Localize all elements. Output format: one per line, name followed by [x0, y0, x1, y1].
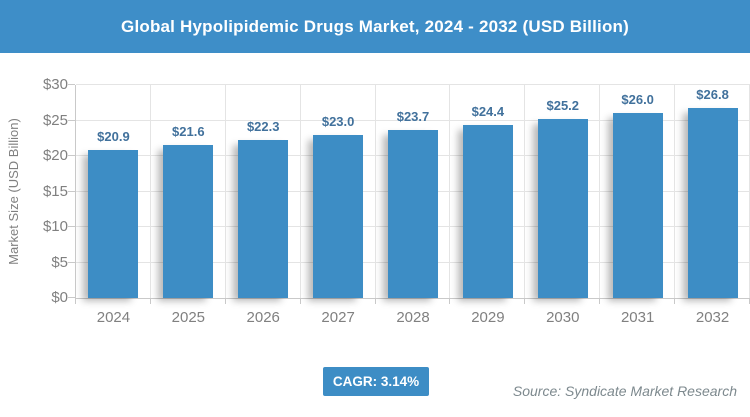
bar: [313, 135, 363, 298]
y-tick-mark: [68, 226, 75, 227]
y-tick-label: $20: [42, 147, 68, 164]
v-gridline: [599, 85, 600, 298]
bar-value-label: $26.8: [696, 87, 729, 102]
chart-title: Global Hypolipidemic Drugs Market, 2024 …: [121, 16, 629, 36]
x-tick-mark: [150, 299, 151, 304]
bar-value-label: $20.9: [97, 129, 130, 144]
x-tick-mark: [599, 299, 600, 304]
x-tick-mark: [674, 299, 675, 304]
x-category-label: 2029: [471, 309, 505, 326]
x-category-label: 2028: [396, 309, 430, 326]
x-tick-mark: [375, 299, 376, 304]
bar: [688, 108, 738, 298]
v-gridline: [524, 85, 525, 298]
plot-area: $0 $5 $10 $15 $20 $25 $30 $20.9 2024 $21.6 2025 $22…: [43, 77, 750, 326]
v-gridline: [449, 85, 450, 298]
x-tick-mark: [524, 299, 525, 304]
bar: [388, 130, 438, 298]
bar: [163, 145, 213, 298]
bar: [463, 125, 513, 298]
bar: [613, 113, 663, 298]
bar-value-label: $23.7: [396, 109, 430, 124]
y-tick-label: $25: [42, 111, 68, 129]
y-tick-label: $0: [51, 289, 68, 306]
bar: [88, 150, 138, 298]
source-attribution: Source: Syndicate Market Research: [512, 383, 737, 399]
bar-value-label: $24.4: [471, 104, 505, 119]
x-category-label: 2027: [321, 309, 355, 326]
x-tick-mark: [225, 299, 226, 304]
y-tick-mark: [68, 261, 75, 263]
x-tick-mark: [300, 299, 301, 304]
h-gridline: [76, 84, 750, 85]
bar: [238, 140, 288, 298]
y-tick-mark: [68, 155, 75, 156]
x-tick-mark: [449, 299, 450, 304]
title-banner: Global Hypolipidemic Drugs Market, 2024 …: [0, 0, 750, 53]
v-gridline: [225, 85, 226, 298]
bar-value-label: $26.0: [621, 92, 654, 107]
y-tick-label: $10: [42, 218, 68, 235]
y-tick-label: $5: [51, 253, 68, 271]
cagr-badge: CAGR: 3.14%: [323, 367, 429, 396]
x-category-label: 2024: [96, 309, 131, 326]
x-category-label: 2026: [246, 309, 280, 326]
x-category-label: 2025: [171, 309, 206, 326]
y-tick-label: $30: [42, 76, 68, 93]
chart-footer: CAGR: 3.14% Source: Syndicate Market Res…: [0, 353, 750, 417]
bar-value-label: $22.3: [246, 119, 280, 134]
y-tick-mark: [68, 297, 75, 298]
bar-value-label: $25.2: [546, 98, 580, 113]
bar-chart: Market Size (USD Billion) $0 $5 $10 $15 $20 $…: [0, 53, 750, 353]
y-tick-label: $15: [42, 182, 68, 200]
v-gridline: [674, 85, 675, 298]
x-category-label: 2031: [620, 309, 655, 326]
x-category-label: 2030: [546, 309, 580, 326]
bar-value-label: $23.0: [321, 114, 355, 129]
y-tick-mark: [68, 190, 75, 192]
v-gridline: [375, 85, 376, 298]
x-tick-mark: [75, 299, 76, 304]
h-gridline: [76, 119, 750, 121]
v-gridline: [300, 85, 301, 298]
y-tick-mark: [68, 119, 75, 121]
x-category-label: 2032: [695, 309, 730, 326]
bar-value-label: $21.6: [172, 124, 205, 139]
y-tick-mark: [68, 84, 75, 85]
bar: [538, 119, 588, 298]
v-gridline: [150, 85, 151, 298]
